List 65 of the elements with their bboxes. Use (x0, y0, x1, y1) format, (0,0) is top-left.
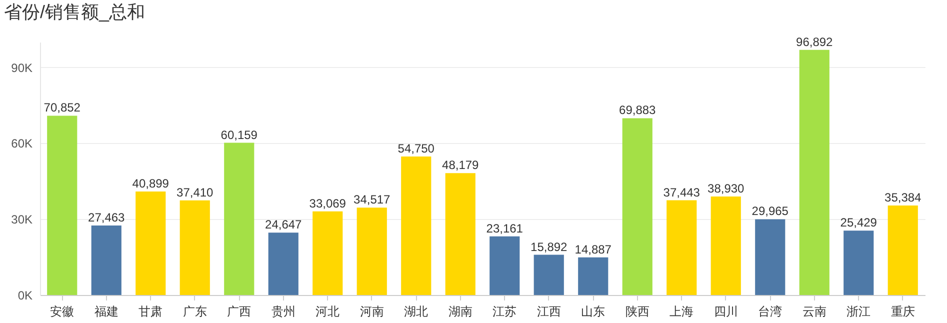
bar (312, 211, 343, 295)
bar (356, 208, 387, 295)
data-label: 33,069 (309, 196, 346, 210)
bar (622, 118, 652, 295)
x-tick-label: 江西 (536, 304, 561, 318)
x-tick-label: 重庆 (890, 304, 915, 318)
data-label: 37,410 (176, 185, 214, 200)
bar (888, 205, 918, 295)
data-label: 38,930 (708, 182, 745, 196)
x-tick-label: 陕西 (625, 304, 650, 318)
data-label: 60,159 (220, 128, 258, 142)
bar (490, 236, 520, 295)
x-tick-label: 福建 (94, 304, 118, 318)
data-label: 23,161 (486, 221, 524, 236)
bar (445, 173, 476, 295)
bar (534, 254, 564, 295)
y-tick-label: 90K (11, 60, 32, 75)
data-label: 27,463 (88, 210, 126, 225)
bar (136, 192, 166, 295)
x-tick-label: 广东 (182, 304, 207, 318)
x-tick-label: 云南 (802, 304, 826, 318)
data-label: 35,384 (884, 190, 922, 204)
x-tick-label: 安徽 (50, 304, 74, 318)
bar (401, 156, 432, 295)
data-label: 69,883 (619, 103, 656, 118)
bar (268, 232, 298, 295)
x-tick-label: 上海 (670, 304, 694, 318)
data-label: 54,750 (398, 141, 435, 156)
x-tick-label: 江苏 (492, 304, 517, 318)
x-tick-label: 河北 (316, 304, 340, 318)
data-label: 37,443 (663, 185, 700, 200)
chart-title: 省份/销售额_总和 (4, 2, 146, 22)
x-tick-label: 湖南 (448, 304, 472, 318)
data-label: 14,887 (574, 242, 612, 256)
bar (666, 200, 697, 295)
data-label: 25,429 (840, 216, 878, 230)
data-label: 40,899 (132, 176, 170, 191)
x-tick-label: 四川 (714, 304, 738, 318)
y-tick-label: 30K (11, 212, 32, 227)
data-label: 29,965 (752, 204, 789, 218)
bar (91, 226, 122, 295)
x-tick-label: 贵州 (271, 304, 296, 318)
data-label: 24,647 (265, 218, 302, 232)
x-tick-label: 甘肃 (138, 304, 163, 318)
data-label: 70,852 (44, 100, 81, 115)
x-tick-label: 河南 (360, 304, 384, 318)
bar (224, 142, 254, 295)
bar (47, 116, 78, 295)
x-tick-label: 广西 (227, 304, 252, 318)
x-tick-label: 台湾 (758, 304, 782, 318)
y-tick-label: 0K (18, 288, 32, 302)
data-label: 48,179 (442, 158, 480, 172)
y-tick-label: 60K (11, 136, 32, 151)
x-tick-label: 湖北 (404, 304, 428, 318)
data-label: 15,892 (530, 240, 568, 254)
bar (578, 257, 608, 295)
bar (180, 200, 210, 295)
x-tick-label: 浙江 (846, 304, 871, 318)
data-label: 96,892 (796, 34, 834, 49)
bar (755, 219, 786, 295)
x-tick-label: 山东 (581, 304, 606, 318)
bar (844, 230, 874, 295)
bar (799, 50, 830, 295)
bar (710, 196, 741, 295)
data-label: 34,517 (354, 192, 391, 207)
